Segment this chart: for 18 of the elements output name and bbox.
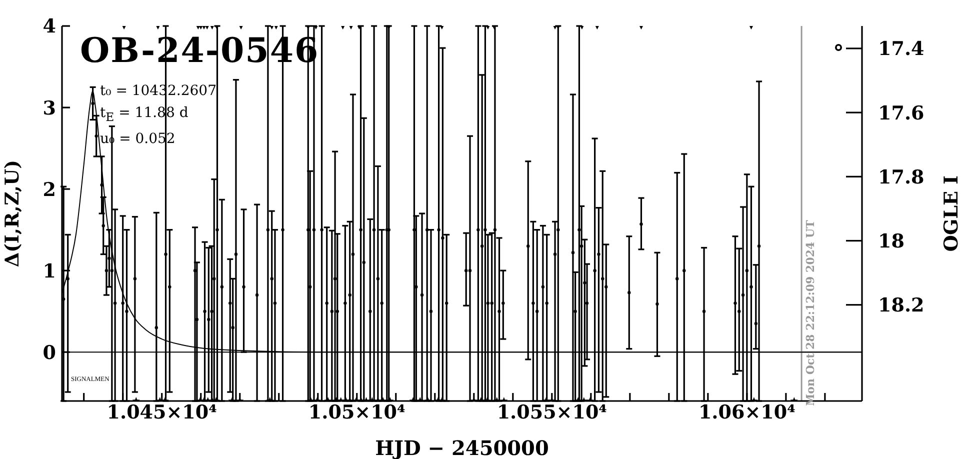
y2-tick-label: 18 bbox=[878, 230, 904, 252]
x-tick-label: 1.05×10⁴ bbox=[308, 401, 406, 424]
y2-tick-label: 17.4 bbox=[878, 38, 924, 60]
y2-axis-title: OGLE I bbox=[940, 175, 963, 252]
y-tick-label: 1 bbox=[42, 260, 56, 282]
y-tick-label: 4 bbox=[42, 16, 56, 38]
x-tick-label: 1.055×10⁴ bbox=[496, 401, 607, 424]
y-tick-label: 2 bbox=[42, 178, 56, 201]
x-axis-title: HJD − 2450000 bbox=[375, 436, 549, 459]
y-tick-label: 0 bbox=[42, 342, 56, 364]
y2-tick-label: 17.8 bbox=[878, 166, 924, 188]
annotation: Mon Oct 28 22:12:09 2024 UT bbox=[804, 219, 817, 406]
x-tick-label: 1.045×10⁴ bbox=[106, 401, 217, 424]
y-axis-title: Δ(I,R,Z,U) bbox=[2, 160, 24, 268]
x-tick-label: 1.06×10⁴ bbox=[698, 401, 796, 424]
y2-tick-label: 17.6 bbox=[878, 102, 924, 124]
y2-tick-label: 18.2 bbox=[878, 294, 924, 317]
y-tick-label: 3 bbox=[42, 97, 56, 120]
